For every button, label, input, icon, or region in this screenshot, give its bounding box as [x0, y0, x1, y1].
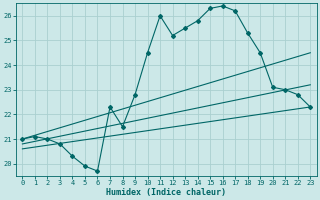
- X-axis label: Humidex (Indice chaleur): Humidex (Indice chaleur): [106, 188, 226, 197]
